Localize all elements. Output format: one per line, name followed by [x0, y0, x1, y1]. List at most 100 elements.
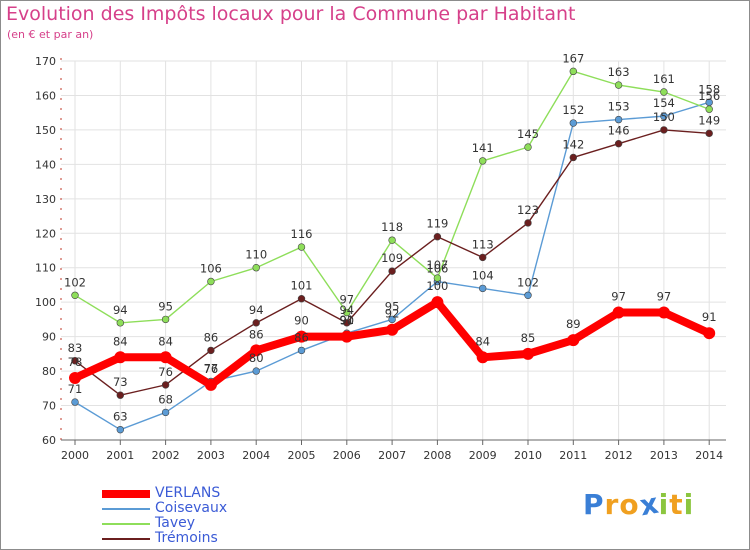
data-label-verlans-2001: 84 [113, 334, 128, 348]
data-label-tr-moins-2014: 149 [698, 113, 720, 127]
point-verlans-2007 [386, 323, 399, 336]
x-tick-label-2008: 2008 [423, 449, 451, 462]
point-tavey-2013 [660, 88, 668, 96]
x-tick-label-2013: 2013 [650, 449, 678, 462]
y-tick-label-150: 150 [35, 124, 56, 137]
point-tr-moins-2009 [479, 253, 487, 262]
legend-label-tavey: Tavey [155, 515, 195, 531]
y-tick-label-160: 160 [35, 89, 56, 102]
data-label-verlans-2000: 78 [68, 355, 83, 369]
data-label-verlans-2013: 97 [657, 290, 672, 304]
point-verlans-2008 [431, 296, 444, 309]
point-tavey-2010 [524, 143, 532, 151]
data-label-coisevaux-2003: 77 [204, 361, 219, 375]
data-label-tr-moins-2011: 142 [562, 137, 584, 151]
y-tick-label-70: 70 [42, 400, 56, 413]
data-label-tr-moins-2010: 123 [517, 203, 539, 217]
data-label-verlans-2002: 84 [158, 334, 173, 348]
axes [60, 58, 726, 445]
point-tr-moins-2005 [297, 295, 306, 303]
chart-subtitle: (en € et par an) [7, 28, 94, 41]
point-coisevaux-2005 [297, 346, 306, 355]
logo-letter: t [669, 488, 684, 521]
data-label-tavey-2010: 145 [517, 127, 539, 141]
data-label-verlans-2010: 85 [521, 331, 536, 345]
chart-title: Evolution des Impôts locaux pour la Comm… [6, 3, 576, 25]
x-tick-label-2004: 2004 [242, 449, 270, 462]
y-tick-label-90: 90 [42, 331, 56, 344]
point-tavey-2003 [207, 277, 215, 286]
data-label-tavey-2003: 106 [200, 262, 222, 276]
data-label-tavey-2012: 163 [608, 65, 630, 79]
data-label-coisevaux-2012: 153 [608, 100, 630, 114]
point-tavey-2012 [614, 81, 623, 89]
legend-label-tr-moins: Trémoins [155, 530, 218, 546]
data-label-tr-moins-2002: 76 [158, 365, 173, 379]
data-labels: 71 63 68 77 80 86 91 95 106 104 102 152 153 154 158 102… [64, 51, 720, 423]
point-tr-moins-2013 [660, 126, 668, 134]
data-label-coisevaux-2013: 154 [653, 96, 675, 110]
data-label-verlans-2003: 76 [204, 362, 219, 376]
point-tr-moins-2003 [207, 346, 215, 355]
data-label-coisevaux-2004: 80 [249, 351, 264, 365]
x-tick-label-2001: 2001 [106, 449, 134, 462]
logo-letter: P [583, 488, 605, 521]
data-label-tavey-2002: 95 [158, 299, 173, 313]
logo-letter: r [604, 488, 620, 521]
point-coisevaux-2001 [116, 425, 125, 434]
point-verlans-2014 [703, 327, 716, 340]
data-label-tavey-2009: 141 [472, 141, 494, 155]
data-label-coisevaux-2005: 86 [294, 330, 309, 344]
point-verlans-2005 [295, 330, 308, 343]
tick-labels: 60 70 80 90 100 110 120 130 140 150 160 170 2000 2001… [35, 55, 723, 462]
point-coisevaux-2002 [161, 408, 170, 417]
y-tick-label-60: 60 [42, 434, 56, 447]
x-tick-label-2014: 2014 [695, 449, 723, 462]
y-tick-label-80: 80 [42, 365, 56, 378]
logo-letter: o [619, 488, 640, 521]
data-label-coisevaux-2011: 152 [562, 103, 584, 117]
x-tick-label-2005: 2005 [288, 449, 316, 462]
data-label-tavey-2008: 107 [426, 258, 448, 272]
point-tavey-2008 [433, 274, 442, 282]
point-tavey-2005 [297, 243, 306, 251]
data-label-tr-moins-2013: 150 [653, 110, 675, 124]
data-label-coisevaux-2010: 102 [517, 275, 539, 289]
legend-swatch-verlans [102, 490, 150, 498]
point-verlans-2003 [204, 378, 217, 391]
y-tick-label-170: 170 [35, 55, 56, 68]
point-tavey-2007 [388, 236, 396, 244]
point-tavey-2011 [569, 67, 577, 76]
x-tick-label-2011: 2011 [559, 449, 587, 462]
point-verlans-2011 [567, 334, 580, 347]
point-tr-moins-2001 [116, 391, 125, 399]
data-label-tr-moins-2004: 94 [249, 303, 264, 317]
legend-label-coisevaux: Coisevaux [155, 500, 228, 516]
point-tr-moins-2008 [433, 233, 442, 241]
point-coisevaux-2013 [660, 112, 668, 120]
data-label-tavey-2004: 110 [245, 248, 267, 262]
x-tick-label-2012: 2012 [605, 449, 633, 462]
legend-swatch-coisevaux [102, 508, 150, 510]
point-verlans-2006 [340, 330, 353, 343]
point-tr-moins-2012 [614, 139, 623, 148]
point-coisevaux-2004 [252, 367, 260, 375]
data-label-tr-moins-2003: 86 [204, 330, 219, 344]
point-verlans-2000 [69, 371, 81, 384]
data-label-tr-moins-2006: 94 [339, 303, 354, 317]
proxiti-logo: Proxiti [583, 487, 694, 523]
data-label-tr-moins-2007: 109 [381, 251, 403, 265]
data-label-tavey-2006: 97 [339, 293, 354, 307]
data-label-tavey-2013: 161 [653, 72, 675, 86]
point-coisevaux-2010 [524, 291, 532, 299]
x-tick-label-2007: 2007 [378, 449, 406, 462]
data-label-coisevaux-2008: 106 [426, 262, 448, 276]
x-tick-label-2010: 2010 [514, 449, 542, 462]
data-label-verlans-2006: 90 [339, 314, 354, 328]
data-label-coisevaux-2007: 95 [385, 299, 400, 313]
point-verlans-2009 [476, 351, 489, 364]
point-tavey-2014 [705, 105, 713, 113]
point-tavey-2001 [116, 319, 125, 327]
